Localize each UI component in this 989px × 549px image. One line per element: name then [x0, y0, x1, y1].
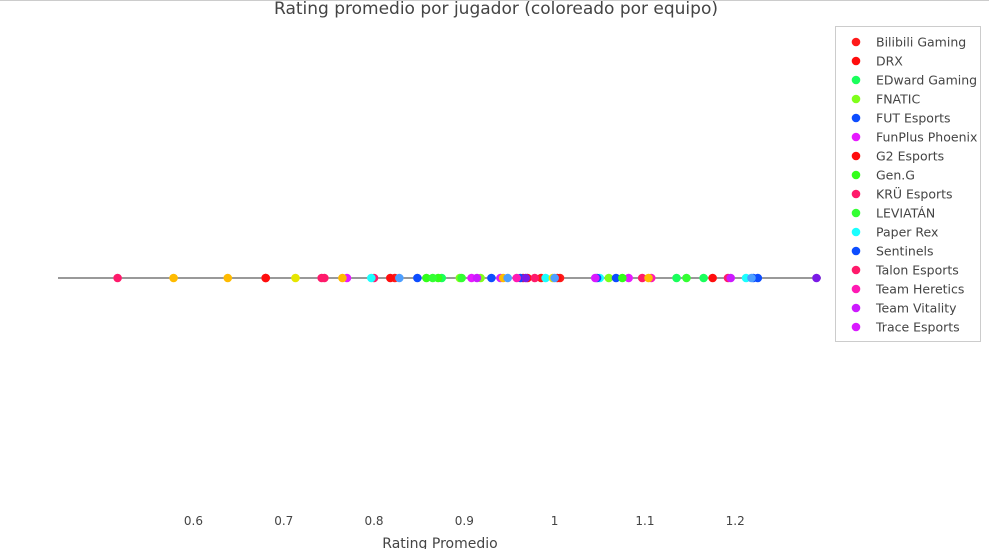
data-point[interactable]: [367, 273, 376, 283]
legend-item[interactable]: Team Vitality: [851, 301, 957, 316]
legend-item[interactable]: LEVIATÁN: [851, 206, 936, 221]
legend-marker: [851, 37, 861, 47]
data-point[interactable]: [550, 273, 559, 283]
data-point[interactable]: [472, 273, 482, 283]
data-point[interactable]: [487, 273, 496, 283]
data-point[interactable]: [604, 273, 614, 283]
data-point[interactable]: [385, 273, 395, 283]
legend-label: Sentinels: [876, 244, 934, 259]
data-point[interactable]: [512, 273, 522, 283]
legend-item[interactable]: KRÜ Esports: [851, 186, 953, 202]
legend-marker: [851, 208, 861, 218]
data-point[interactable]: [624, 273, 633, 283]
data-point[interactable]: [413, 273, 422, 283]
legend-marker: [851, 246, 861, 256]
legend-label: Team Vitality: [875, 301, 957, 316]
x-axis-title: Rating Promedio: [382, 536, 497, 549]
data-point[interactable]: [169, 273, 178, 283]
legend-marker: [851, 170, 861, 180]
data-point[interactable]: [291, 273, 300, 283]
legend-item[interactable]: Paper Rex: [851, 225, 939, 240]
data-point[interactable]: [521, 273, 531, 283]
data-point[interactable]: [503, 273, 512, 283]
chart-title: Rating promedio por jugador (coloreado p…: [274, 0, 718, 19]
data-point[interactable]: [611, 273, 621, 283]
x-tick-label: 0.8: [364, 514, 383, 528]
legend-label: FunPlus Phoenix: [876, 130, 977, 145]
legend-item[interactable]: DRX: [851, 54, 904, 69]
legend-label: Gen.G: [876, 168, 915, 183]
legend-marker: [851, 56, 861, 66]
legend-marker: [851, 113, 861, 123]
data-point[interactable]: [317, 273, 326, 283]
data-points: [113, 273, 821, 283]
legend-label: Team Heretics: [875, 282, 964, 297]
legend-label: EDward Gaming: [876, 73, 977, 88]
legend-marker: [851, 303, 861, 313]
x-tick-label: 0.9: [455, 514, 474, 528]
legend-label: FUT Esports: [876, 111, 951, 126]
data-point[interactable]: [618, 273, 627, 283]
data-point[interactable]: [726, 273, 736, 283]
data-point[interactable]: [644, 273, 653, 283]
legend-label: Paper Rex: [876, 225, 938, 240]
legend-marker: [851, 322, 861, 332]
legend-label: Talon Esports: [875, 263, 959, 278]
x-tick-label: 1.1: [635, 514, 654, 528]
legend-item[interactable]: FUT Esports: [851, 111, 951, 126]
data-point[interactable]: [457, 273, 466, 283]
legend-item[interactable]: Gen.G: [851, 168, 915, 183]
legend-label: Bilibili Gaming: [876, 35, 966, 50]
legend-marker: [851, 94, 861, 104]
data-point[interactable]: [113, 273, 122, 283]
legend-item[interactable]: Team Heretics: [851, 282, 965, 297]
data-point[interactable]: [428, 273, 438, 283]
legend-marker: [851, 151, 861, 161]
legend-marker: [851, 189, 861, 199]
data-point[interactable]: [753, 273, 763, 283]
data-point[interactable]: [261, 273, 270, 283]
data-point[interactable]: [338, 273, 347, 283]
data-point[interactable]: [682, 273, 691, 283]
legend-item[interactable]: EDward Gaming: [851, 73, 977, 88]
data-point[interactable]: [530, 273, 540, 283]
data-point[interactable]: [590, 273, 600, 283]
data-point[interactable]: [699, 273, 708, 283]
x-tick-label: 1: [551, 514, 559, 528]
legend[interactable]: Bilibili Gaming DRX EDward Gaming FNATIC FUT…: [835, 26, 981, 342]
legend-marker: [851, 75, 861, 85]
legend-item[interactable]: Talon Esports: [851, 263, 959, 278]
legend-marker: [851, 227, 861, 237]
legend-item[interactable]: Trace Esports: [851, 320, 960, 335]
legend-item[interactable]: FNATIC: [851, 92, 921, 107]
data-point[interactable]: [541, 273, 550, 283]
data-point[interactable]: [747, 273, 756, 283]
data-point[interactable]: [637, 273, 647, 283]
legend-label: DRX: [876, 54, 903, 69]
data-point[interactable]: [672, 273, 681, 283]
legend-label: KRÜ Esports: [876, 186, 953, 202]
data-point[interactable]: [708, 273, 717, 283]
legend-label: G2 Esports: [876, 149, 944, 164]
x-tick-label: 0.6: [184, 514, 203, 528]
legend-item[interactable]: Sentinels: [851, 244, 934, 259]
data-point[interactable]: [422, 273, 431, 283]
legend-marker: [851, 265, 861, 275]
legend-item[interactable]: G2 Esports: [851, 149, 944, 164]
data-point[interactable]: [223, 273, 233, 283]
legend-label: FNATIC: [876, 92, 920, 107]
data-point[interactable]: [812, 273, 821, 283]
legend-marker: [851, 132, 861, 142]
x-axis-ticks: 0.6 0.7 0.8 0.9 1 1.1 1.2: [184, 514, 745, 528]
legend-label: LEVIATÁN: [876, 206, 935, 221]
x-tick-label: 0.7: [274, 514, 293, 528]
data-point[interactable]: [395, 273, 404, 283]
x-tick-label: 1.2: [726, 514, 745, 528]
legend-item[interactable]: Bilibili Gaming: [851, 35, 966, 50]
legend-item[interactable]: FunPlus Phoenix: [851, 130, 978, 145]
legend-marker: [851, 284, 861, 294]
legend-label: Trace Esports: [875, 320, 960, 335]
